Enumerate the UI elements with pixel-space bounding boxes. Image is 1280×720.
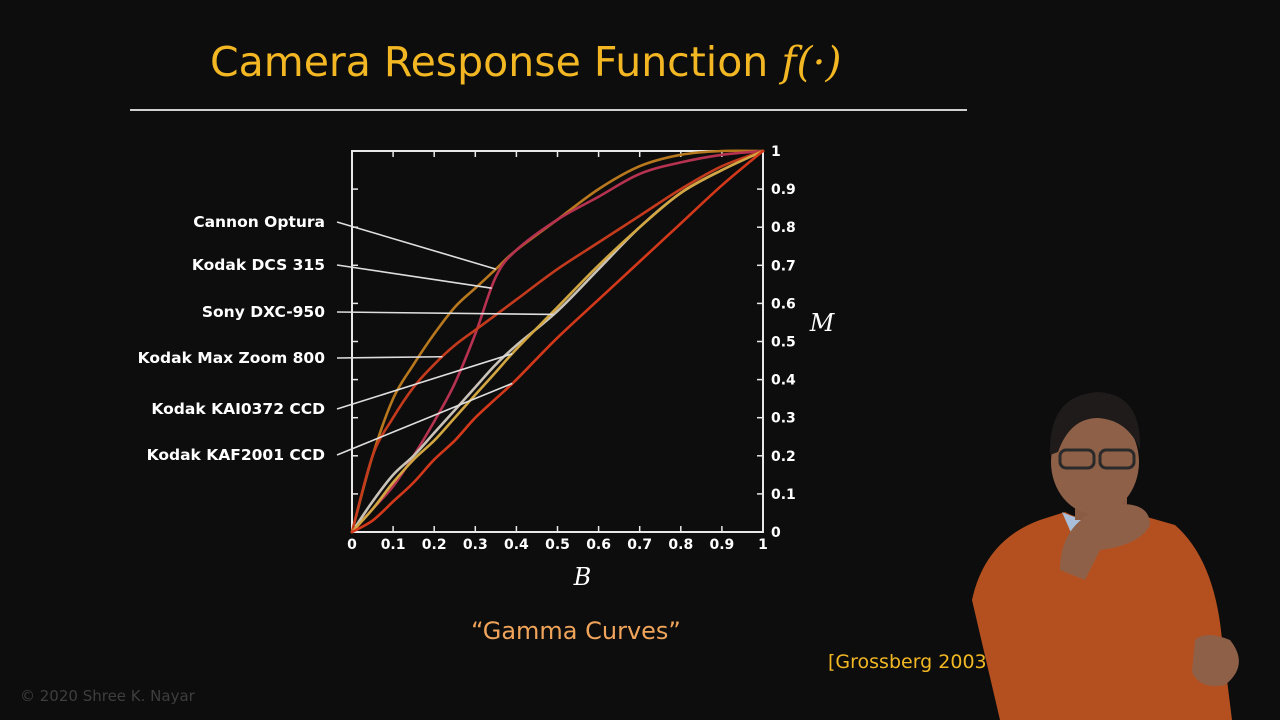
leader-line-3 xyxy=(336,311,554,316)
y-tick-label: 0.1 xyxy=(771,487,796,503)
title-divider xyxy=(130,109,967,111)
citation: [Grossberg 2003] xyxy=(828,651,995,673)
y-tick-label: 0.3 xyxy=(771,411,796,427)
x-tick-label: 1 xyxy=(758,537,768,553)
x-tick-label: 0.3 xyxy=(463,537,488,553)
response-curve-4 xyxy=(350,149,765,534)
x-tick-label: 0.9 xyxy=(709,537,734,553)
camera-label-2: Kodak DCS 315 xyxy=(192,256,325,274)
slide-title-function: f(·) xyxy=(781,38,842,86)
x-tick-label: 0.4 xyxy=(504,537,529,553)
y-tick-label: 0.4 xyxy=(771,373,796,389)
x-tick-label: 0.5 xyxy=(545,537,570,553)
x-tick-label: 0.6 xyxy=(586,537,611,553)
camera-label-4: Kodak Max Zoom 800 xyxy=(138,349,326,367)
y-tick-label: 0 xyxy=(771,525,781,541)
leader-line-6 xyxy=(336,382,513,456)
x-tick-label: 0.7 xyxy=(627,537,652,553)
slide-title: Camera Response Function f(·) xyxy=(210,38,842,86)
y-tick-label: 0.5 xyxy=(771,335,796,351)
leader-line-4 xyxy=(336,355,443,359)
camera-label-6: Kodak KAF2001 CCD xyxy=(147,446,326,464)
x-tick-label: 0.2 xyxy=(422,537,447,553)
y-tick-label: 1 xyxy=(771,144,781,160)
chart-caption: “Gamma Curves” xyxy=(471,617,681,645)
slide-title-text: Camera Response Function xyxy=(210,38,769,86)
x-tick-label: 0.8 xyxy=(668,537,693,553)
leader-line-1 xyxy=(336,221,497,270)
y-tick-label: 0.9 xyxy=(771,182,796,198)
y-axis-label: M xyxy=(809,309,836,337)
x-tick-label: 0.1 xyxy=(381,537,406,553)
y-tick-label: 0.2 xyxy=(771,449,796,465)
copyright-notice: © 2020 Shree K. Nayar xyxy=(20,687,195,705)
x-tick-label: 0 xyxy=(347,537,357,553)
response-curve-6 xyxy=(350,149,765,534)
y-tick-label: 0.8 xyxy=(771,220,796,236)
leader-line-5 xyxy=(336,352,513,410)
camera-label-1: Cannon Optura xyxy=(193,213,325,231)
y-tick-label: 0.6 xyxy=(771,296,796,312)
camera-label-3: Sony DXC-950 xyxy=(202,303,325,321)
leader-line-2 xyxy=(336,264,492,289)
camera-label-5: Kodak KAI0372 CCD xyxy=(151,400,325,418)
x-axis-label: B xyxy=(573,563,592,591)
response-curve-5 xyxy=(350,149,765,534)
y-tick-label: 0.7 xyxy=(771,258,796,274)
response-curve-2 xyxy=(350,149,765,534)
